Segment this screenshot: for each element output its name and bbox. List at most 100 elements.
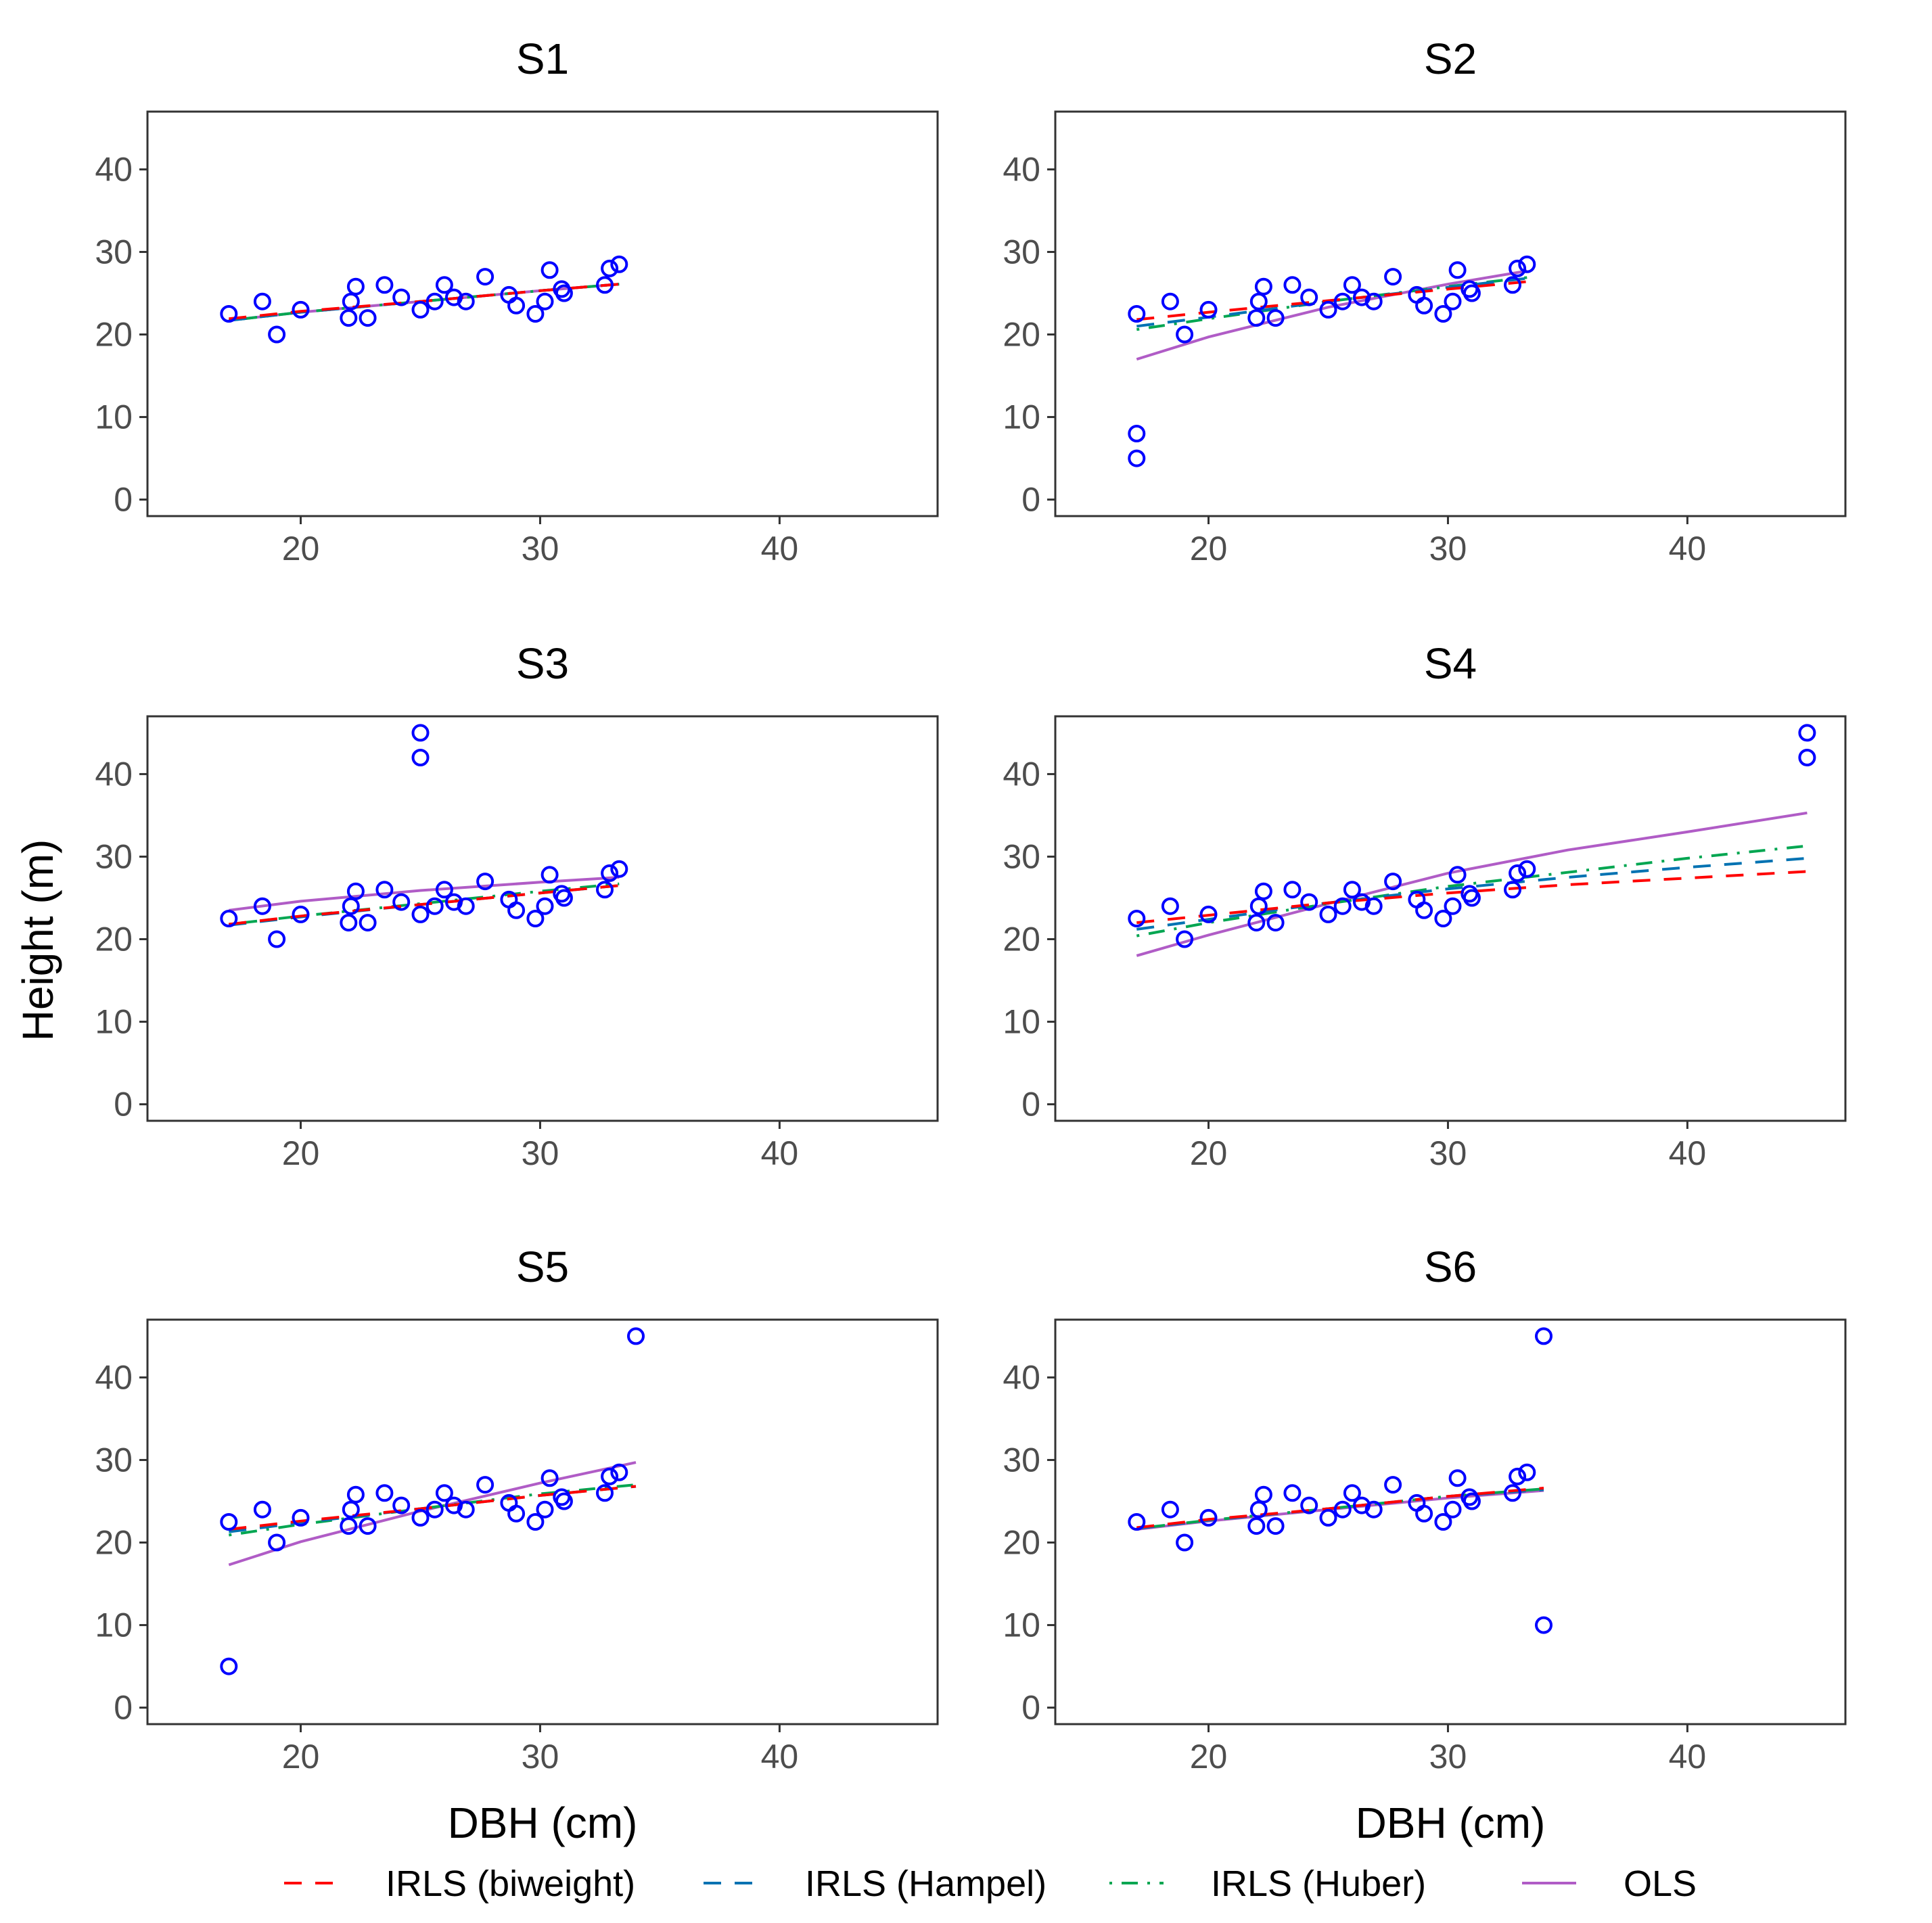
data-point xyxy=(1504,276,1521,294)
data-point xyxy=(555,889,573,907)
y-tick-label: 0 xyxy=(1021,1086,1040,1123)
y-tick-label: 20 xyxy=(1003,316,1040,354)
data-point xyxy=(540,1469,559,1487)
data-point xyxy=(340,309,358,327)
data-point xyxy=(342,1500,360,1519)
data-point xyxy=(1364,897,1383,915)
data-point xyxy=(1509,864,1527,882)
data-point xyxy=(268,325,286,344)
data-point xyxy=(292,300,310,319)
data-point xyxy=(457,292,475,310)
data-point xyxy=(359,309,377,327)
data-point xyxy=(1343,1484,1361,1502)
fit-line-irls-biweight xyxy=(229,884,620,926)
fit-line-irls-biweight xyxy=(1136,870,1808,925)
y-tick-label: 0 xyxy=(1021,481,1040,519)
data-point xyxy=(476,268,495,286)
data-point xyxy=(375,881,394,899)
data-point xyxy=(526,1513,545,1531)
y-tick-label: 10 xyxy=(1003,398,1040,436)
data-point xyxy=(536,897,554,915)
data-point xyxy=(392,1496,411,1514)
panel-title: S3 xyxy=(516,639,569,688)
plot-area xyxy=(220,1327,645,1675)
y-tick-label: 10 xyxy=(1003,1606,1040,1644)
data-point xyxy=(1518,860,1536,878)
y-tick-label: 10 xyxy=(95,1003,133,1041)
data-point xyxy=(1249,897,1268,915)
panel-title: S5 xyxy=(516,1243,569,1291)
data-point xyxy=(1161,1500,1179,1519)
data-point xyxy=(1161,897,1179,915)
y-tick-label: 20 xyxy=(1003,921,1040,958)
plot-area xyxy=(220,724,628,948)
data-point xyxy=(507,1504,526,1523)
data-point xyxy=(596,881,614,899)
legend-label: IRLS (Hampel) xyxy=(805,1863,1046,1904)
legend-item: OLS xyxy=(1522,1863,1697,1904)
data-point xyxy=(1254,882,1272,900)
data-point xyxy=(627,1327,645,1345)
x-tick-label: 40 xyxy=(761,530,799,567)
y-tick-label: 30 xyxy=(95,837,133,875)
data-point xyxy=(411,1508,430,1527)
data-point xyxy=(610,860,628,878)
data-point xyxy=(1266,309,1285,327)
y-tick-label: 40 xyxy=(95,1358,133,1396)
panel-title: S4 xyxy=(1424,639,1477,688)
y-tick-label: 20 xyxy=(95,316,133,354)
panel-s1: S1 0 10 20 30 40 20 30 40 xyxy=(95,34,939,567)
x-tick-label: 30 xyxy=(1429,1738,1467,1776)
data-point xyxy=(342,292,360,310)
data-point xyxy=(220,910,238,927)
data-point xyxy=(1319,300,1337,319)
x-tick-label: 20 xyxy=(282,1134,320,1172)
legend-label: IRLS (biweight) xyxy=(386,1863,635,1904)
plot-area xyxy=(1128,255,1536,467)
data-point xyxy=(1128,305,1146,323)
y-tick-label: 40 xyxy=(1003,755,1040,793)
data-point xyxy=(1448,261,1467,279)
data-point xyxy=(220,1513,238,1531)
x-tick-label: 40 xyxy=(1669,1738,1707,1776)
fit-line-irls-biweight xyxy=(1136,1487,1544,1529)
fit-line-irls-huber xyxy=(1136,844,1808,937)
data-point xyxy=(1254,1485,1272,1504)
data-point xyxy=(507,296,526,315)
x-axis-title: DBH (cm) xyxy=(1356,1799,1546,1847)
data-point xyxy=(1300,288,1318,306)
data-point xyxy=(1444,1500,1462,1519)
x-axis-title: DBH (cm) xyxy=(448,1799,638,1847)
y-tick-label: 30 xyxy=(95,1441,133,1479)
y-tick-label: 30 xyxy=(1003,837,1040,875)
x-tick-label: 30 xyxy=(522,1738,559,1776)
data-point xyxy=(1300,1496,1318,1514)
x-tick-label: 20 xyxy=(1190,530,1228,567)
data-point xyxy=(1283,881,1302,899)
y-tick-label: 20 xyxy=(1003,1524,1040,1562)
panel-title: S1 xyxy=(516,34,569,83)
data-point xyxy=(411,724,430,742)
data-point xyxy=(1199,300,1218,319)
data-point xyxy=(392,893,411,911)
data-point xyxy=(1384,1476,1402,1494)
data-point xyxy=(1434,305,1452,323)
y-tick-label: 0 xyxy=(114,481,133,519)
panel-s5: S5 0 10 20 30 40 20 30 40 DBH (cm) xyxy=(95,1243,939,1847)
plot-area xyxy=(1128,724,1816,957)
y-tick-label: 40 xyxy=(95,755,133,793)
data-point xyxy=(1343,276,1361,294)
plot-area xyxy=(1128,1327,1552,1634)
fit-line-ols xyxy=(229,876,620,912)
data-point xyxy=(1364,292,1383,310)
y-tick-label: 20 xyxy=(95,921,133,958)
data-point xyxy=(1176,1533,1194,1552)
data-point xyxy=(1247,309,1266,327)
data-point xyxy=(1444,897,1462,915)
data-point xyxy=(1247,914,1266,932)
data-point xyxy=(435,881,453,899)
data-point xyxy=(1300,893,1318,911)
x-tick-label: 20 xyxy=(282,1738,320,1776)
data-point xyxy=(1283,1484,1302,1502)
panel-s3: S3 0 10 20 30 40 20 30 40 xyxy=(95,639,939,1172)
